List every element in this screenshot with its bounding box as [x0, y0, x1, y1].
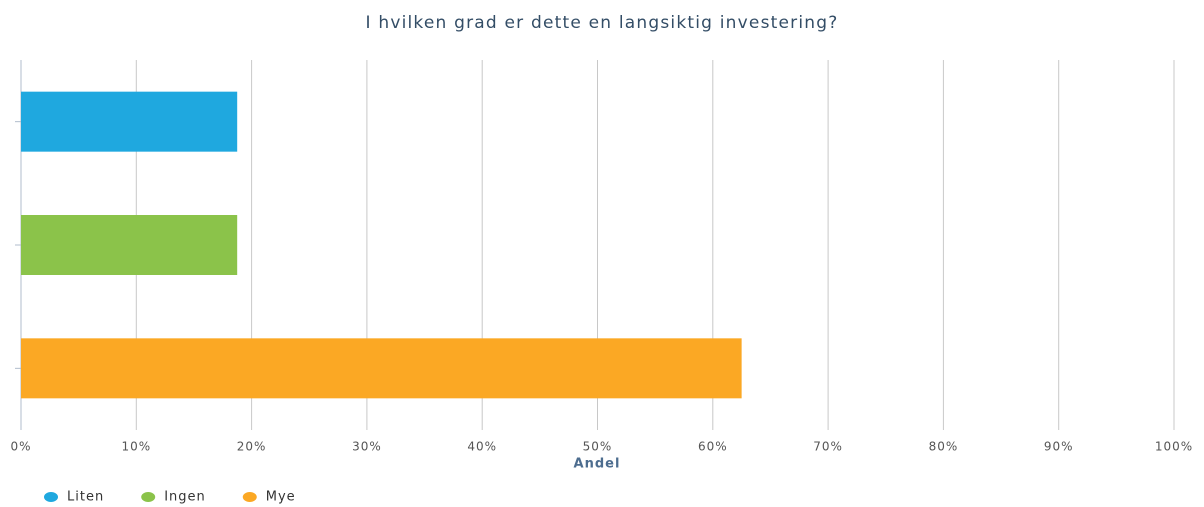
x-tick-label: 90% — [1044, 440, 1074, 454]
x-tick-label: 50% — [583, 440, 613, 454]
legend-marker — [242, 492, 257, 502]
legend-label: Liten — [67, 490, 104, 505]
bar — [21, 338, 742, 399]
bar — [21, 215, 238, 275]
legend-label: Mye — [266, 490, 296, 505]
legend-label: Ingen — [164, 490, 206, 505]
x-tick-label: 100% — [1155, 440, 1193, 454]
bar — [21, 91, 238, 152]
x-axis-title: Andel — [574, 457, 621, 472]
x-tick-label: 30% — [352, 440, 382, 454]
chart-title: I hvilken grad er dette en langsiktig in… — [366, 13, 839, 33]
x-tick-label: 0% — [10, 440, 31, 454]
legend-marker — [141, 492, 156, 502]
x-tick-label: 40% — [467, 440, 497, 454]
x-tick-label: 80% — [929, 440, 959, 454]
x-tick-label: 60% — [698, 440, 728, 454]
x-tick-label: 20% — [237, 440, 267, 454]
x-tick-label: 10% — [121, 440, 151, 454]
legend-marker — [44, 492, 58, 502]
x-tick-label: 70% — [813, 440, 843, 454]
